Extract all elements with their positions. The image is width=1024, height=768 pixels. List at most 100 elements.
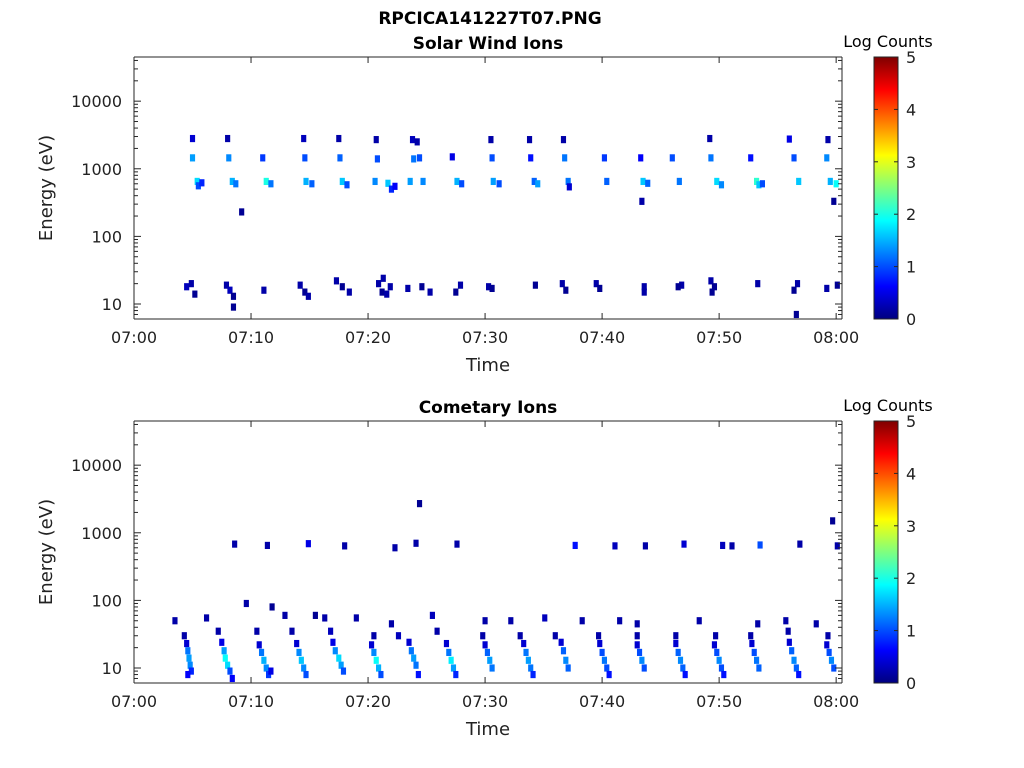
heatmap-cell bbox=[368, 641, 375, 649]
heatmap-cell bbox=[753, 656, 760, 664]
heatmap-cell bbox=[759, 180, 765, 188]
heatmap-cell bbox=[489, 154, 495, 162]
colorbar-label: Log Counts bbox=[843, 32, 933, 51]
heatmap-cell bbox=[222, 654, 228, 662]
heatmap-cell bbox=[450, 664, 457, 672]
heatmap-cell bbox=[405, 284, 411, 293]
heatmap-cell bbox=[709, 288, 715, 296]
heatmap-cell bbox=[828, 656, 835, 664]
heatmap-cell bbox=[716, 656, 722, 664]
heatmap-cell bbox=[333, 277, 340, 285]
heatmap-cell bbox=[786, 638, 792, 646]
heatmap-cell bbox=[827, 177, 833, 186]
colorbar-tick-label: 2 bbox=[906, 569, 916, 588]
y-tick-label: 100 bbox=[91, 227, 122, 246]
heatmap-cell bbox=[185, 647, 191, 655]
heatmap-cell bbox=[282, 611, 288, 619]
heatmap-cell bbox=[542, 614, 548, 622]
heatmap-cell bbox=[189, 154, 196, 162]
heatmap-cell bbox=[796, 177, 802, 186]
y-tick-label: 10 bbox=[102, 659, 122, 678]
heatmap-cell bbox=[372, 177, 378, 186]
heatmap-cell bbox=[346, 288, 352, 296]
x-tick-label: 07:00 bbox=[111, 692, 157, 711]
x-tick-label: 07:50 bbox=[696, 692, 742, 711]
heatmap-cell bbox=[833, 180, 839, 188]
heatmap-cell bbox=[480, 632, 486, 640]
heatmap-cell bbox=[641, 664, 647, 672]
heatmap-cell bbox=[454, 177, 460, 186]
heatmap-cell bbox=[834, 542, 840, 550]
heatmap-cell bbox=[328, 627, 334, 635]
heatmap-cell bbox=[599, 648, 605, 657]
heatmap-cell bbox=[831, 197, 837, 205]
heatmap-cell bbox=[189, 134, 196, 143]
heatmap-cell bbox=[225, 134, 231, 143]
heatmap-cell bbox=[490, 177, 496, 186]
heatmap-cell bbox=[791, 154, 797, 162]
heatmap-cell bbox=[297, 281, 303, 289]
heatmap-cell bbox=[714, 648, 720, 657]
heatmap-cell bbox=[679, 281, 685, 289]
heatmap-cell bbox=[596, 632, 602, 640]
heatmap-cell bbox=[261, 286, 267, 294]
heatmap-cell bbox=[517, 632, 523, 640]
colorbar-tick-label: 5 bbox=[906, 48, 916, 67]
heatmap-cell bbox=[748, 154, 754, 162]
heatmap-cell bbox=[225, 661, 231, 669]
heatmap-cell bbox=[254, 627, 260, 635]
heatmap-cell bbox=[831, 664, 837, 672]
heatmap-cell bbox=[256, 641, 262, 649]
heatmap-cell bbox=[411, 654, 417, 662]
panel-title: Cometary Ions bbox=[419, 398, 558, 418]
heatmap-cell bbox=[593, 280, 599, 288]
heatmap-cell bbox=[708, 277, 714, 285]
y-tick-label: 1000 bbox=[81, 160, 122, 179]
heatmap-cell bbox=[673, 639, 679, 648]
heatmap-cell bbox=[756, 664, 762, 672]
heatmap-cell bbox=[385, 179, 391, 187]
heatmap-cell bbox=[427, 288, 433, 296]
heatmap-cell bbox=[192, 290, 198, 298]
heatmap-cell bbox=[376, 664, 382, 672]
heatmap-cell bbox=[373, 136, 379, 144]
y-axis-label: Energy (eV) bbox=[36, 499, 57, 605]
heatmap-cell bbox=[336, 654, 342, 662]
heatmap-cell bbox=[230, 292, 237, 300]
heatmap-cell bbox=[748, 632, 754, 640]
heatmap-cell bbox=[263, 664, 269, 672]
heatmap-cell bbox=[215, 627, 221, 635]
heatmap-cell bbox=[721, 670, 727, 679]
x-tick-label: 07:30 bbox=[462, 692, 508, 711]
heatmap-cell bbox=[230, 303, 237, 311]
heatmap-cells bbox=[184, 134, 840, 319]
heatmap-cell bbox=[264, 541, 270, 550]
heatmap-cell bbox=[566, 183, 572, 191]
heatmap-cell bbox=[714, 177, 720, 186]
panel-solar-wind-ions: Solar Wind Ions 07:00 07:10 07:20 07:30 07:40… bbox=[36, 32, 933, 376]
heatmap-cell bbox=[711, 641, 718, 649]
y-tick-label: 10000 bbox=[71, 456, 122, 475]
heatmap-cell bbox=[172, 617, 178, 625]
heatmap-cell bbox=[785, 627, 791, 635]
heatmap-cell bbox=[489, 284, 495, 293]
heatmap-cell bbox=[612, 542, 618, 550]
heatmap-cell bbox=[749, 639, 755, 648]
heatmap-cell bbox=[374, 155, 380, 163]
heatmap-cell bbox=[489, 664, 495, 672]
heatmap-cell bbox=[227, 286, 233, 294]
heatmap-cell bbox=[675, 283, 681, 291]
heatmap-cell bbox=[449, 153, 455, 161]
x-tick-label: 07:40 bbox=[579, 328, 625, 347]
heatmap-cell bbox=[523, 648, 529, 657]
x-tick-label: 07:10 bbox=[228, 328, 274, 347]
heatmap-cell bbox=[604, 177, 610, 186]
heatmap-cell bbox=[413, 661, 419, 669]
heatmap-cell bbox=[434, 627, 440, 635]
x-tick-label: 08:00 bbox=[813, 328, 859, 347]
heatmap-cell bbox=[376, 280, 382, 288]
heatmap-cells bbox=[172, 500, 840, 683]
heatmap-cell bbox=[756, 181, 762, 189]
heatmap-cell bbox=[258, 648, 265, 657]
heatmap-cell bbox=[226, 154, 232, 162]
